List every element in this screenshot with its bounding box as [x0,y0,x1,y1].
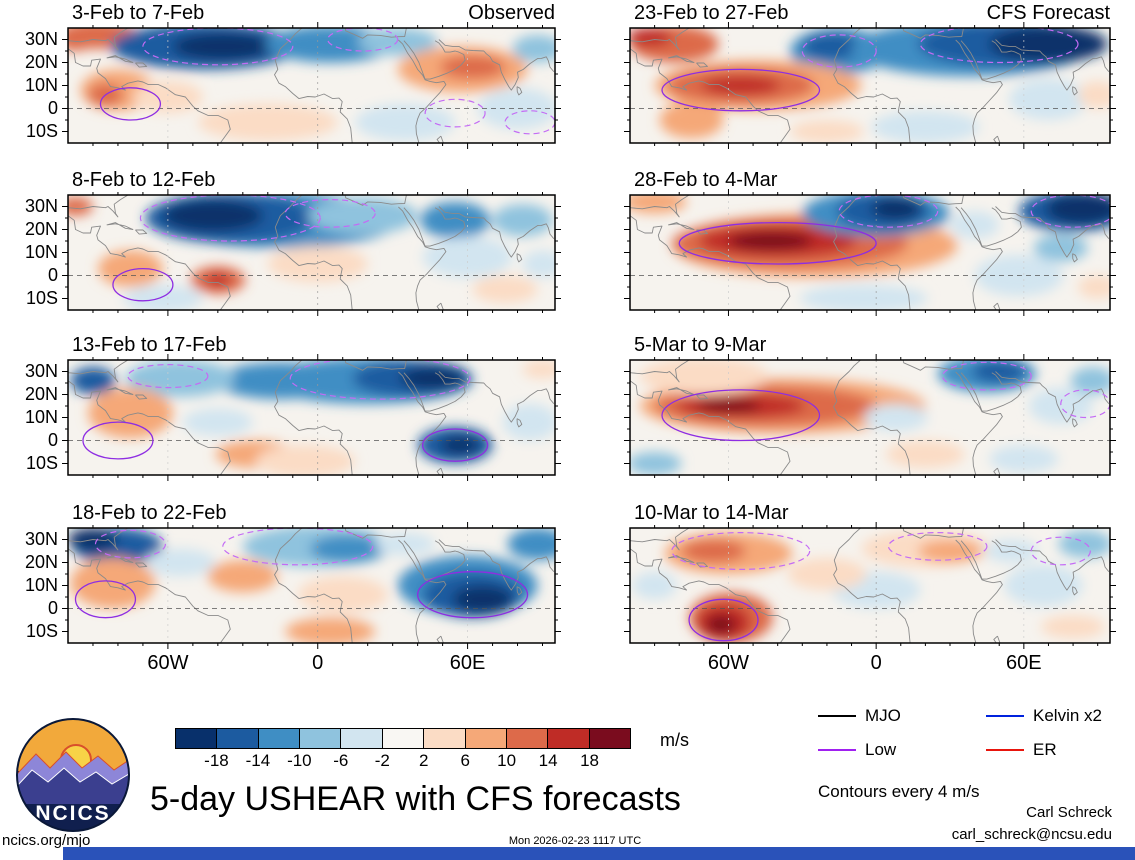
colorbar-tick-label: -2 [374,751,390,770]
panel-title: 3-Feb to 7-Feb [72,2,205,24]
colorbar-tick-label: -6 [333,751,349,770]
lat-axis-label: 10N [24,241,58,262]
colorbar-segment [548,729,590,748]
lat-axis-label: 20N [24,218,58,239]
legend-item-low: Low [818,740,986,760]
colorbar-tick-label: 6 [460,751,470,770]
map-panel-6: 28-Feb to 4-Mar [624,169,1116,316]
lon-axis-label: 60W [147,652,189,674]
colorbar-segment [300,729,342,748]
panel-title: 23-Feb to 27-Feb [634,2,789,24]
colorbar-tick-label: 14 [538,751,558,770]
colorbar-tick-label: 10 [497,751,517,770]
column-label-observed: Observed [468,2,555,24]
colorbar-tick-label: 18 [580,751,599,770]
map-panel-5: 23-Feb to 27-Feb CFS Forecast [624,2,1116,149]
lat-axis-label: 30N [24,360,58,381]
colorbar-unit-label: m/s [660,730,689,750]
panel-title: 10-Mar to 14-Mar [634,502,789,524]
map-panel-2: 8-Feb to 12-Feb [62,169,561,316]
legend-label-kelvin: Kelvin x2 [1033,706,1102,725]
panel-title: 28-Feb to 4-Mar [634,169,778,191]
legend-item-kelvin: Kelvin x2 [986,706,1135,726]
colorbar-segments [175,728,631,749]
colorbar-tick-label: -18 [204,751,229,770]
panel-title: 8-Feb to 12-Feb [72,169,216,191]
lat-axis-label: 10N [24,574,58,595]
colorbar-segment [506,729,549,748]
lat-axis-label: 10S [25,452,58,473]
lat-axis-label: 30N [24,195,58,216]
colorbar-tick-label: -14 [245,751,271,770]
lat-axis-label: 10S [25,120,58,141]
footer-bar [63,847,1135,860]
contour-note: Contours every 4 m/s [818,782,980,801]
footer-timestamp: Mon 2026-02-23 1117 UTC [508,835,642,847]
lat-axis-label: 20N [24,51,58,72]
colorbar-segment [589,729,630,748]
lat-axis-label: 0 [47,264,58,285]
lat-axis-label: 0 [47,429,58,450]
legend-item-mjo: MJO [818,706,986,726]
mjo-line-icon [818,715,856,717]
map-panel-7: 5-Mar to 9-Mar [624,334,1116,481]
footer-url: ncics.org/mjo [2,832,91,849]
lon-axis-label: 0 [870,652,882,674]
lat-axis-label: 10N [24,406,58,427]
lon-axis-label: 0 [312,652,324,674]
column-label-forecast: CFS Forecast [986,2,1110,24]
kelvin-line-icon [986,715,1024,717]
lon-axis-label: 60E [449,652,486,674]
legend-label-er: ER [1033,740,1057,759]
lat-axis-label: 20N [24,551,58,572]
colorbar-segment [341,729,383,748]
lat-axis-label: 30N [24,28,58,49]
colorbar-segment [465,729,507,748]
credit-email: carl_schreck@ncsu.edu [951,826,1112,843]
map-panel-8: 10-Mar to 14-Mar [624,502,1116,649]
panel-title: 18-Feb to 22-Feb [72,502,227,524]
lat-axis-label: 10S [25,620,58,641]
low-line-icon [818,749,856,751]
logo-text: NCICS [35,802,110,825]
legend: MJO Kelvin x2 Low ER [818,706,1135,760]
ncics-logo: NCICS [16,718,130,832]
colorbar-segment [217,729,259,748]
colorbar-tick-label: -10 [287,751,312,770]
colorbar-tick-label: 2 [418,751,429,770]
colorbar-labels: -18 -14 -10 -6 -2 2 6 10 14 18 [175,751,631,771]
lat-axis-label: 30N [24,528,58,549]
lon-axis-label: 60W [707,652,750,674]
er-line-icon [986,749,1024,751]
lat-axis-label: 0 [47,597,58,618]
map-panel-1: 3-Feb to 7-Feb Observed [62,2,561,149]
legend-item-er: ER [986,740,1135,760]
legend-label-mjo: MJO [865,706,901,725]
lat-axis-label: 10S [25,287,58,308]
colorbar-segment [382,729,425,748]
legend-label-low: Low [865,740,897,759]
map-panel-4: 18-Feb to 22-Feb [62,502,561,649]
lat-axis-label: 20N [24,383,58,404]
panel-title: 13-Feb to 17-Feb [72,334,227,356]
lat-axis-label: 0 [47,97,58,118]
map-panel-3: 13-Feb to 17-Feb [62,334,561,481]
logo-ring [16,718,130,832]
colorbar-segment [424,729,466,748]
lon-axis-label: 60E [1006,652,1042,674]
credit-name: Carl Schreck [1026,804,1112,821]
figure-title: 5-day USHEAR with CFS forecasts [150,780,681,818]
panel-title: 5-Mar to 9-Mar [634,334,767,356]
colorbar: -18 -14 -10 -6 -2 2 6 10 14 18 [175,728,631,771]
lat-axis-label: 10N [24,74,58,95]
colorbar-segment [258,729,301,748]
colorbar-segment [176,729,218,748]
